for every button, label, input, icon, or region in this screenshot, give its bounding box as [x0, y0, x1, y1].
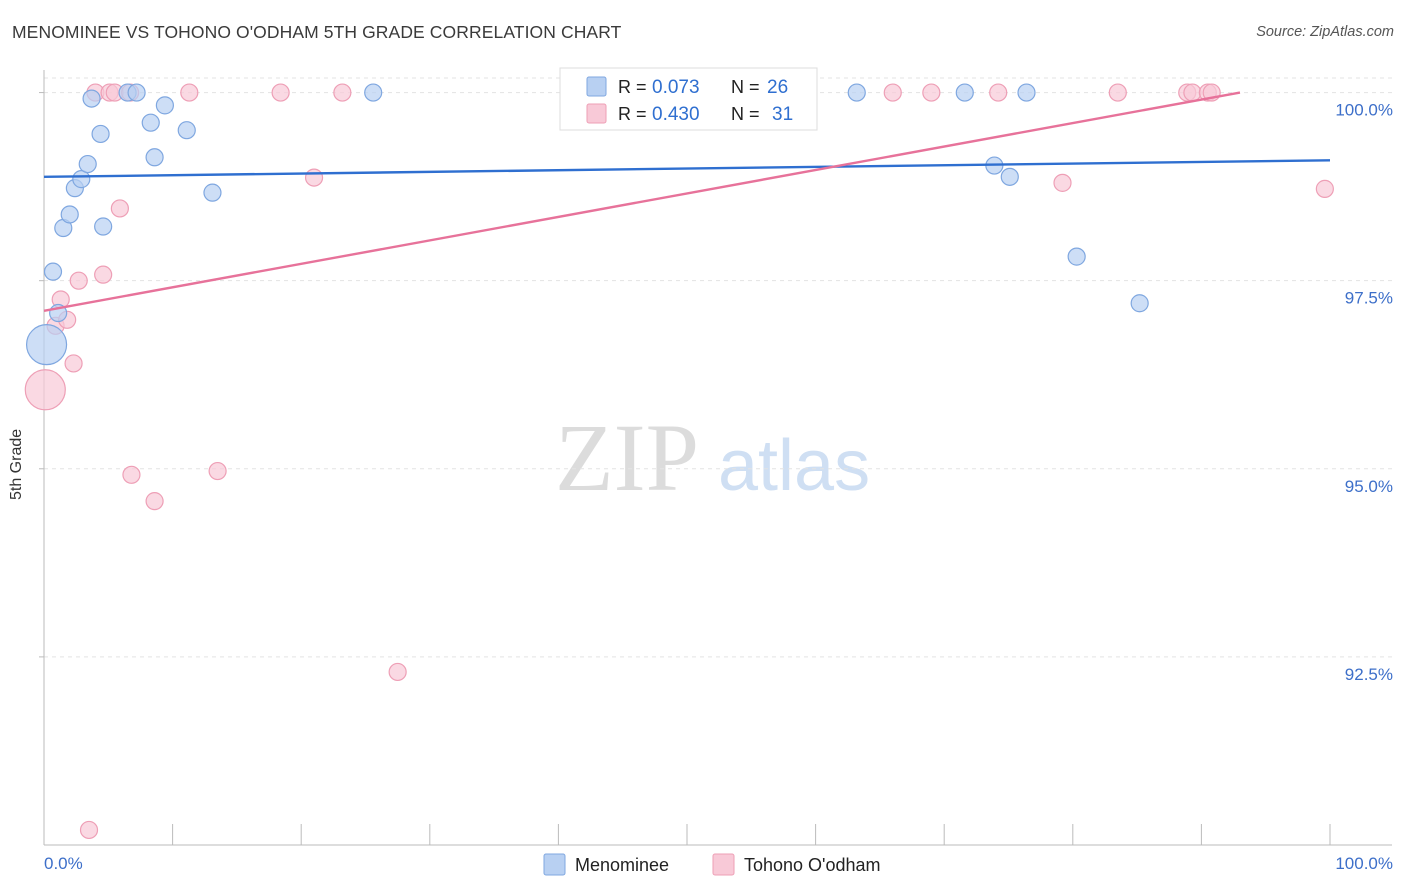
- tohono-point: [1183, 83, 1202, 102]
- bottom-legend-tohono: Tohono O'odham: [744, 855, 881, 875]
- axes: [43, 70, 1392, 846]
- tohono-point: [79, 820, 99, 840]
- tohono-point: [388, 662, 407, 682]
- legend-r-label-1: R =: [618, 77, 647, 97]
- menominee-point: [364, 83, 383, 102]
- menominee-points: [25, 83, 1149, 366]
- tohono-point: [145, 492, 164, 511]
- tohono-point: [64, 354, 83, 373]
- menominee-point: [127, 83, 146, 102]
- tohono-point: [1315, 179, 1334, 198]
- tohono-trend-line: [43, 91, 1241, 312]
- tohono-point: [122, 465, 141, 484]
- tohono-point: [1053, 173, 1072, 192]
- chart-title: MENOMINEE VS TOHONO O'ODHAM 5TH GRADE CO…: [12, 22, 622, 42]
- menominee-point: [1000, 167, 1019, 186]
- stats-legend: R = 0.073 N = 26 R = 0.430 N = 31: [559, 67, 818, 131]
- legend-n-value-2: 31: [772, 104, 793, 125]
- tohono-point: [883, 83, 902, 102]
- tohono-point: [271, 83, 290, 102]
- x-tick-label-min: 0.0%: [44, 854, 83, 873]
- tohono-point: [24, 369, 66, 411]
- legend-r-value-2: 0.430: [652, 104, 700, 125]
- y-tick-label: 95.0%: [1345, 477, 1393, 496]
- tohono-point: [989, 83, 1008, 102]
- tohono-point: [180, 83, 199, 102]
- menominee-point: [94, 217, 113, 236]
- y-tick-label: 92.5%: [1345, 665, 1393, 684]
- menominee-point: [155, 96, 174, 115]
- menominee-point: [43, 262, 63, 281]
- legend-r-label-2: R =: [618, 104, 647, 124]
- menominee-point: [847, 83, 866, 102]
- legend-r-value-1: 0.073: [652, 77, 700, 98]
- tick-labels: 92.5% 95.0% 97.5% 100.0% 0.0% 100.0%: [44, 101, 1393, 873]
- gridlines: [39, 77, 1392, 658]
- menominee-point: [78, 154, 97, 174]
- y-tick-label: 97.5%: [1345, 289, 1393, 308]
- source-label: Source: ZipAtlas.com: [1256, 24, 1394, 40]
- legend-swatch-menominee: [586, 76, 607, 97]
- x-tick-label-max: 100.0%: [1335, 854, 1393, 873]
- menominee-trend-line: [43, 159, 1331, 179]
- tohono-point: [1108, 83, 1127, 102]
- tohono-point: [94, 265, 113, 284]
- menominee-point: [1017, 83, 1036, 102]
- legend-n-label-2: N =: [731, 104, 760, 124]
- tohono-point: [208, 461, 227, 481]
- menominee-point: [25, 324, 68, 366]
- menominee-point: [955, 83, 974, 102]
- tohono-point: [922, 83, 941, 102]
- tohono-point: [69, 271, 88, 290]
- tohono-point: [304, 168, 324, 187]
- menominee-point: [82, 89, 101, 108]
- menominee-point: [177, 121, 196, 140]
- legend-swatch-tohono: [586, 103, 607, 124]
- menominee-point: [203, 183, 222, 202]
- bottom-swatch-tohono: [712, 853, 735, 876]
- menominee-point: [72, 170, 91, 189]
- legend-n-label-1: N =: [731, 77, 760, 97]
- legend-n-value-1: 26: [767, 77, 788, 98]
- menominee-point: [141, 113, 160, 132]
- bottom-legend-menominee: Menominee: [575, 855, 669, 875]
- tohono-point: [110, 199, 129, 218]
- watermark-atlas: atlas: [718, 426, 870, 506]
- series-legend: Menominee Tohono O'odham: [543, 853, 881, 876]
- menominee-point: [91, 124, 110, 144]
- tohono-point: [333, 83, 352, 102]
- menominee-point: [1130, 294, 1149, 313]
- menominee-point: [1067, 247, 1086, 266]
- menominee-point: [60, 205, 79, 224]
- y-tick-label: 100.0%: [1335, 101, 1393, 120]
- menominee-point: [145, 148, 164, 167]
- bottom-swatch-menominee: [543, 853, 566, 876]
- trend-lines: [43, 91, 1331, 312]
- watermark-zip: ZIP: [555, 404, 699, 511]
